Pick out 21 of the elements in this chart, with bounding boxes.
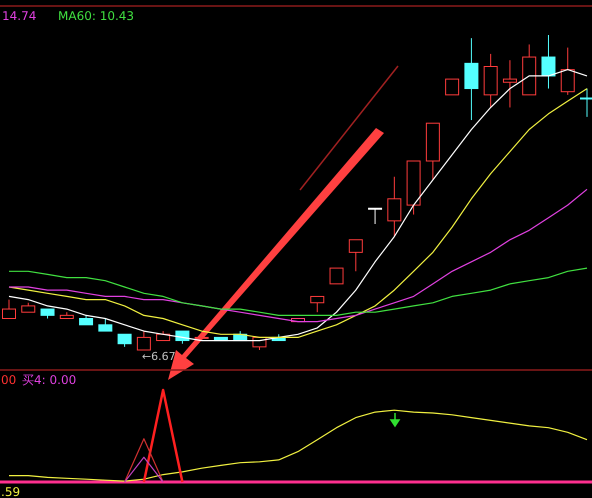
text: MA60: 10.43: [58, 9, 134, 23]
candlestick: [387, 176, 402, 238]
candlestick: [560, 47, 575, 96]
candlestick: [541, 34, 556, 90]
candlestick: [79, 314, 94, 326]
candlestick: [502, 60, 517, 108]
candlestick: [98, 318, 112, 332]
candlestick: [21, 302, 36, 313]
text: 14.74: [2, 9, 36, 23]
candlestick: [2, 299, 16, 319]
candlestick: [330, 268, 344, 284]
text: 00: [1, 373, 16, 387]
candlestick: [310, 296, 324, 313]
candlestick: [348, 239, 363, 272]
candlestick: [118, 334, 132, 348]
candlestick: [445, 78, 460, 96]
text: 买4: 0.00: [22, 373, 76, 387]
candlestick: [136, 330, 151, 350]
candlestick: [368, 208, 382, 224]
candlestick: [40, 308, 55, 319]
text: .59: [1, 485, 20, 498]
